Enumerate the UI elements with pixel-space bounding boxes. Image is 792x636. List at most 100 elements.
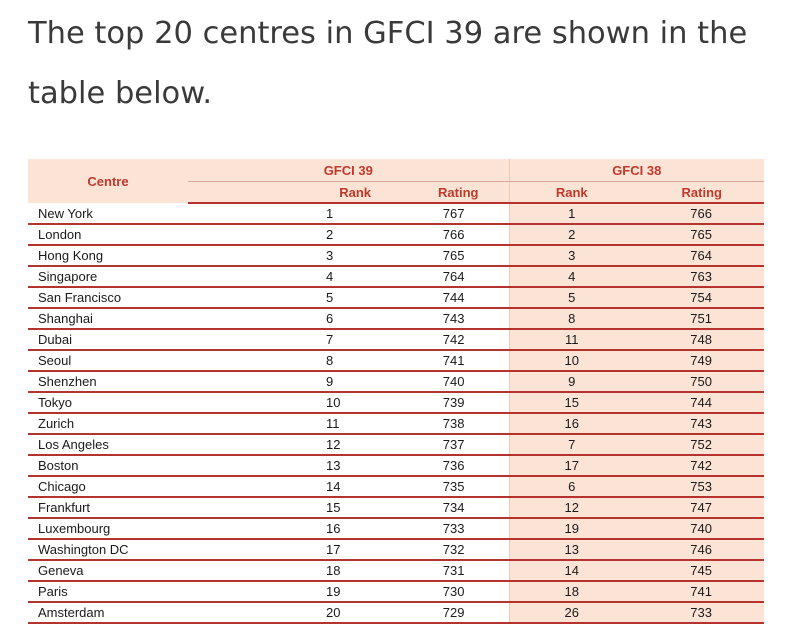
table-row: London 2 766 2 765 [28,224,764,246]
table-row: Frankfurt 15 734 12 747 [28,497,764,519]
gfci39-rating-cell: 735 [375,476,509,498]
gfci38-rank-cell: 1 [508,203,626,225]
gfci38-rank-cell: 3 [508,245,626,267]
gfci38-rank-cell: 15 [508,392,626,414]
gfci39-rating-cell: 734 [375,497,509,519]
gfci38-rating-cell: 765 [626,224,764,246]
gfci38-rank-cell: 17 [508,455,626,477]
gfci39-rating-cell: 740 [375,371,509,393]
gfci38-rank-cell: 8 [508,308,626,330]
gfci39-rating-cell: 744 [375,287,509,309]
table-row: Geneva 18 731 14 745 [28,560,764,582]
gfci38-rank-cell: 6 [508,476,626,498]
table-row: Luxembourg 16 733 19 740 [28,518,764,540]
intro-paragraph: The top 20 centres in GFCI 39 are shown … [28,16,748,111]
gfci38-rank-cell: 12 [508,497,626,519]
gfci38-rating-cell: 740 [626,518,764,540]
centre-cell: Paris [28,581,188,603]
gfci39-rank-cell: 5 [188,287,375,309]
table-header: Centre GFCI 39 GFCI 38 Rank Rating Rank … [28,159,764,204]
gfci38-rank-cell: 14 [508,560,626,582]
centre-cell: Shanghai [28,308,188,330]
gfci39-rank-cell: 7 [188,329,375,351]
gfci38-rank-cell: 5 [508,287,626,309]
gfci39-rank-header: Rank [188,181,375,204]
gfci39-rating-cell: 733 [375,518,509,540]
gfci38-rank-cell: 13 [508,539,626,561]
gfci38-rating-cell: 749 [626,350,764,372]
gfci39-rank-cell: 6 [188,308,375,330]
table-row: Boston 13 736 17 742 [28,455,764,477]
gfci38-rating-cell: 741 [626,581,764,603]
table-body: New York 1 767 1 766 London 2 766 2 765 Hong Kong 3… [28,203,764,624]
gfci39-rank-cell: 19 [188,581,375,603]
gfci39-rating-cell: 767 [375,203,509,225]
gfci39-rank-cell: 12 [188,434,375,456]
gfci38-group-header: GFCI 38 [508,159,764,182]
gfci39-rank-cell: 9 [188,371,375,393]
gfci38-rank-cell: 9 [508,371,626,393]
gfci38-rating-cell: 742 [626,455,764,477]
centre-cell: Frankfurt [28,497,188,519]
gfci38-rating-cell: 744 [626,392,764,414]
table-row: Dubai 7 742 11 748 [28,329,764,351]
gfci38-rating-cell: 753 [626,476,764,498]
table-row: Shanghai 6 743 8 751 [28,308,764,330]
gfci38-rank-header: Rank [508,181,626,204]
centre-cell: Amsterdam [28,602,188,624]
gfci38-rating-cell: 748 [626,329,764,351]
centre-cell: Geneva [28,560,188,582]
gfci38-rating-cell: 747 [626,497,764,519]
gfci39-rank-cell: 8 [188,350,375,372]
gfci39-rank-cell: 2 [188,224,375,246]
table-row: Hong Kong 3 765 3 764 [28,245,764,267]
centre-cell: San Francisco [28,287,188,309]
gfci39-rating-cell: 764 [375,266,509,288]
table-row: Chicago 14 735 6 753 [28,476,764,498]
centre-column-header: Centre [28,159,188,203]
centre-cell: Tokyo [28,392,188,414]
centre-cell: New York [28,203,188,225]
gfci38-rating-cell: 746 [626,539,764,561]
gfci39-rank-cell: 15 [188,497,375,519]
gfci39-rating-cell: 731 [375,560,509,582]
gfci39-rank-cell: 14 [188,476,375,498]
gfci39-rating-cell: 737 [375,434,509,456]
table-row: Washington DC 17 732 13 746 [28,539,764,561]
centre-cell: Seoul [28,350,188,372]
gfci38-rank-cell: 26 [508,602,626,624]
gfci39-rank-cell: 11 [188,413,375,435]
centre-cell: Singapore [28,266,188,288]
gfci38-rank-cell: 11 [508,329,626,351]
centre-cell: Zurich [28,413,188,435]
gfci38-rating-cell: 763 [626,266,764,288]
gfci38-rank-cell: 19 [508,518,626,540]
gfci39-rank-cell: 20 [188,602,375,624]
gfci39-rating-cell: 732 [375,539,509,561]
centre-cell: London [28,224,188,246]
gfci39-rank-cell: 16 [188,518,375,540]
gfci39-rating-cell: 739 [375,392,509,414]
gfci38-rating-cell: 754 [626,287,764,309]
gfci39-rank-cell: 1 [188,203,375,225]
gfci38-rating-cell: 764 [626,245,764,267]
table-row: Singapore 4 764 4 763 [28,266,764,288]
gfci39-rating-cell: 741 [375,350,509,372]
gfci39-rank-cell: 4 [188,266,375,288]
centre-cell: Chicago [28,476,188,498]
gfci39-rating-cell: 730 [375,581,509,603]
gfci38-rating-header: Rating [626,181,764,204]
gfci39-rank-cell: 17 [188,539,375,561]
centre-cell: Luxembourg [28,518,188,540]
table-row: New York 1 767 1 766 [28,203,764,225]
gfci38-rank-cell: 4 [508,266,626,288]
gfci38-rank-cell: 7 [508,434,626,456]
centre-cell: Hong Kong [28,245,188,267]
table-row: Seoul 8 741 10 749 [28,350,764,372]
gfci39-rating-cell: 736 [375,455,509,477]
gfci39-rating-cell: 729 [375,602,509,624]
table-row: San Francisco 5 744 5 754 [28,287,764,309]
gfci39-rank-cell: 10 [188,392,375,414]
gfci39-rating-cell: 765 [375,245,509,267]
gfci38-rating-cell: 752 [626,434,764,456]
